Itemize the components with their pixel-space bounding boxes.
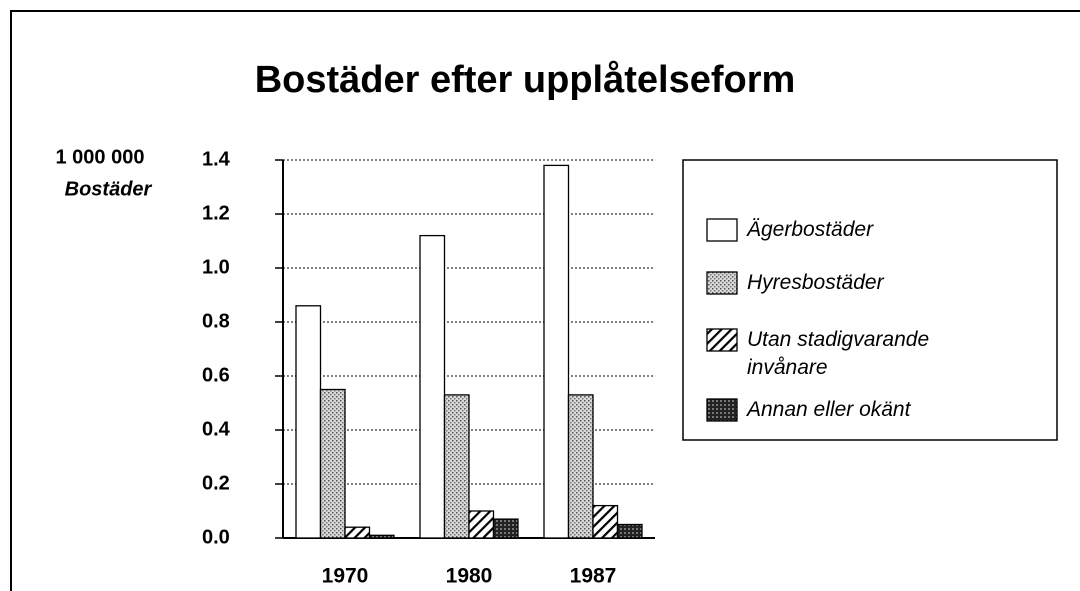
legend-label: Hyresbostäder (747, 271, 884, 294)
legend-swatch (706, 218, 738, 242)
y-tick-label: 0.0 (202, 526, 230, 548)
bar (592, 504, 619, 539)
legend-box (682, 159, 1058, 441)
bar (368, 534, 395, 539)
bar (616, 523, 643, 539)
legend-swatch (706, 328, 738, 352)
y-tick-label: 0.6 (202, 364, 230, 386)
bar (543, 164, 570, 539)
legend-swatch (706, 271, 738, 295)
bar (319, 388, 346, 539)
y-tick-label: 1.2 (202, 202, 230, 224)
x-tick-label: 1970 (322, 565, 369, 588)
y-tick-label: 0.2 (202, 472, 230, 494)
bar (419, 234, 446, 539)
x-tick-label: 1980 (446, 565, 493, 588)
bar (468, 510, 495, 539)
y-tick-label: 0.8 (202, 310, 230, 332)
bar (443, 394, 470, 539)
legend-label: Annan eller okänt (747, 398, 911, 421)
legend-swatch (706, 398, 738, 422)
legend-label: Utan stadigvarande invånare (747, 328, 930, 379)
y-axis-label: 1 000 000 (56, 146, 145, 168)
bar (567, 394, 594, 539)
bar (344, 526, 371, 539)
legend-label: Ägerbostäder (747, 218, 874, 241)
bar (492, 518, 519, 539)
x-tick-label: 1987 (570, 565, 617, 588)
chart-title: Bostäder efter upplåtelseform (255, 59, 796, 101)
y-tick-label: 1.0 (202, 256, 230, 278)
bar (295, 305, 322, 539)
y-axis-label: Bostäder (65, 178, 153, 200)
y-tick-label: 1.4 (202, 148, 231, 170)
y-tick-label: 0.4 (202, 418, 231, 440)
